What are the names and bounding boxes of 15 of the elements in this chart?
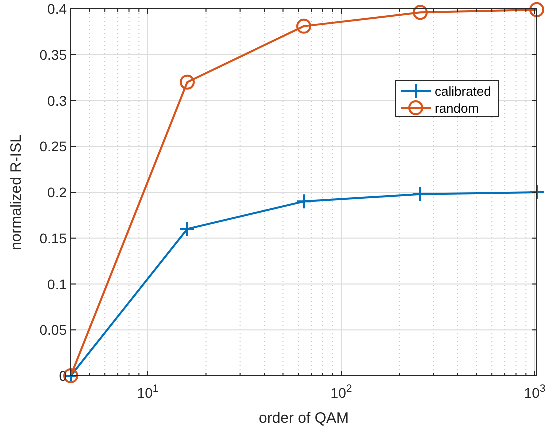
y-tick-label: 0.2 bbox=[48, 184, 68, 200]
x-tick-label: 10$^{2}$ bbox=[330, 383, 352, 401]
y-tick-label: 0.1 bbox=[48, 276, 68, 292]
y-tick-label: 0.25 bbox=[40, 138, 68, 155]
x-axis-title: order of QAM bbox=[258, 410, 350, 427]
y-tick-label: 0.35 bbox=[40, 46, 68, 63]
x-tick-label: 10$^{3}$ bbox=[524, 383, 546, 401]
y-tick-label: 0.4 bbox=[48, 1, 68, 17]
y-tick-label: 0.3 bbox=[48, 92, 68, 109]
y-tick-label: 0.15 bbox=[40, 230, 68, 246]
y-tick-label: 0.05 bbox=[40, 322, 68, 338]
legend-label: calibrated bbox=[435, 84, 492, 99]
legend-label: random bbox=[435, 101, 480, 116]
y-axis-title: normalized R-ISL bbox=[8, 134, 25, 250]
x-tick-label: 10$^{1}$ bbox=[137, 383, 159, 401]
